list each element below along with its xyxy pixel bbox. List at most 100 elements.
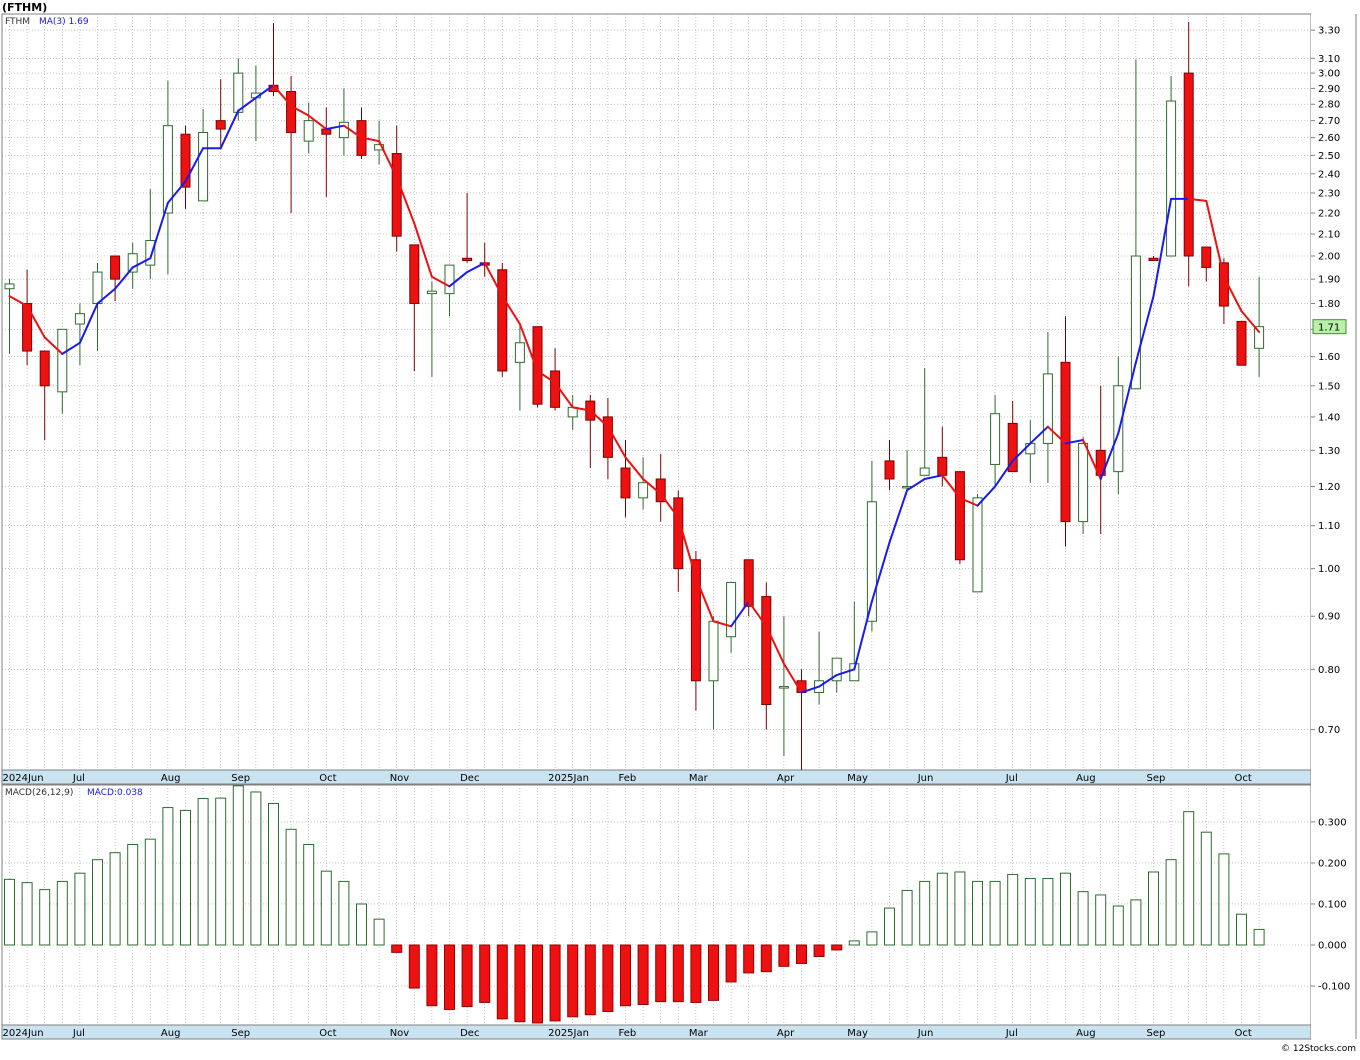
macd-bar xyxy=(285,828,297,946)
macd-bar xyxy=(408,944,420,989)
macd-bar xyxy=(620,944,631,1007)
price-date-axis-band xyxy=(1,769,1312,785)
macd-legend-value: MACD:0.038 xyxy=(87,788,143,798)
candle-body xyxy=(4,283,15,290)
y-tick-label: 2.90 xyxy=(1318,84,1340,95)
macd-bar xyxy=(831,944,843,951)
macd-bar xyxy=(250,791,262,946)
candle-body xyxy=(233,72,244,113)
candle-body xyxy=(514,342,525,363)
x-tick-label: Jun xyxy=(917,773,934,784)
ma3-segment xyxy=(1134,295,1155,364)
macd-bar xyxy=(4,878,15,946)
macd-bar xyxy=(901,889,913,946)
macd-x-tick-label: Aug xyxy=(1076,1028,1096,1039)
candle-body xyxy=(1042,373,1053,444)
x-tick-label: 2024Jun xyxy=(3,773,44,784)
ma3-segment xyxy=(1099,432,1120,480)
macd-x-tick-label: Jun xyxy=(917,1028,934,1039)
ma3-segment xyxy=(272,84,293,107)
macd-x-tick-label: Mar xyxy=(689,1028,709,1039)
candle-body xyxy=(215,120,226,130)
x-tick-label: Oct xyxy=(1235,773,1252,784)
macd-bar xyxy=(989,880,1001,946)
x-tick-label: Nov xyxy=(390,773,410,784)
y-tick-label: 0.70 xyxy=(1318,725,1340,736)
macd-bar xyxy=(232,785,244,946)
candle-body xyxy=(22,303,33,352)
macd-tick-label: 0.100 xyxy=(1318,899,1347,910)
macd-bar xyxy=(567,944,579,1018)
y-tick-label: 1.30 xyxy=(1318,446,1340,457)
candle-body xyxy=(990,413,1001,465)
ma3-segment xyxy=(131,257,152,269)
candle-body xyxy=(1236,320,1247,366)
ma3-segment xyxy=(694,576,715,623)
candle-body xyxy=(532,326,543,405)
macd-bar xyxy=(936,872,948,946)
ma3-segment xyxy=(976,485,997,507)
candle-body xyxy=(198,131,209,202)
macd-tick-label: 0.300 xyxy=(1318,817,1347,828)
macd-x-tick-label: May xyxy=(847,1028,868,1039)
macd-bar xyxy=(1218,853,1230,946)
right-axis-area xyxy=(1311,14,1357,1039)
macd-bar xyxy=(74,872,86,946)
macd-x-tick-label: Oct xyxy=(1235,1028,1252,1039)
ma3-segment xyxy=(26,305,46,339)
y-tick-label: 1.80 xyxy=(1318,299,1340,310)
ma3-segment xyxy=(1187,197,1208,202)
x-tick-label: Jul xyxy=(72,773,85,784)
ma3-segment xyxy=(360,136,381,143)
ma3-segment xyxy=(1082,439,1102,480)
x-tick-label: Aug xyxy=(161,773,181,784)
macd-bar xyxy=(144,838,156,946)
y-tick-label: 2.80 xyxy=(1318,100,1340,111)
macd-bar xyxy=(479,944,491,1003)
macd-bar xyxy=(954,871,966,946)
x-tick-label: Sep xyxy=(231,773,250,784)
y-tick-label: 2.30 xyxy=(1318,188,1340,199)
ma3-segment xyxy=(906,477,926,492)
macd-bar xyxy=(1130,899,1142,946)
y-tick-label: 1.10 xyxy=(1318,521,1340,532)
candle-body xyxy=(1148,257,1159,262)
candle-body xyxy=(444,264,455,295)
macd-bar xyxy=(1253,928,1265,946)
ma3-segment xyxy=(413,222,433,278)
ma3-segment xyxy=(307,114,328,131)
macd-bar xyxy=(602,944,614,1012)
ma3-segment xyxy=(571,406,592,412)
candle-body xyxy=(937,456,948,476)
candle-body xyxy=(638,482,649,499)
candle-body xyxy=(831,657,842,682)
ma3-segment xyxy=(78,302,99,344)
ma3-segment xyxy=(378,140,398,179)
macd-bar xyxy=(760,944,772,973)
x-tick-label: Mar xyxy=(689,773,709,784)
ma3-segment xyxy=(1205,199,1225,278)
candle-body xyxy=(286,91,297,133)
x-tick-label: Feb xyxy=(619,773,637,784)
price-panel xyxy=(1,13,1312,771)
ma3-segment xyxy=(430,275,451,288)
ma3-segment xyxy=(747,600,768,628)
macd-legend-label: MACD(26,12,9) xyxy=(5,788,73,798)
macd-x-tick-label: Apr xyxy=(777,1028,795,1039)
macd-bar xyxy=(444,944,455,1010)
macd-bar xyxy=(1112,905,1124,946)
macd-x-tick-label: Jul xyxy=(72,1028,85,1039)
ma3-segment xyxy=(254,84,275,99)
macd-date-axis-band xyxy=(1,1024,1312,1040)
ma3-segment xyxy=(941,474,961,499)
macd-bar xyxy=(637,944,649,1005)
candle-body xyxy=(110,255,121,280)
ma3-segment xyxy=(712,620,733,628)
footer-credit: © 12Stocks.com xyxy=(1281,1044,1356,1054)
ma3-segment xyxy=(1029,425,1049,445)
x-tick-label: Aug xyxy=(1076,773,1096,784)
candle-body xyxy=(409,244,420,305)
candle-body xyxy=(1113,385,1124,473)
candle-body xyxy=(92,271,103,305)
